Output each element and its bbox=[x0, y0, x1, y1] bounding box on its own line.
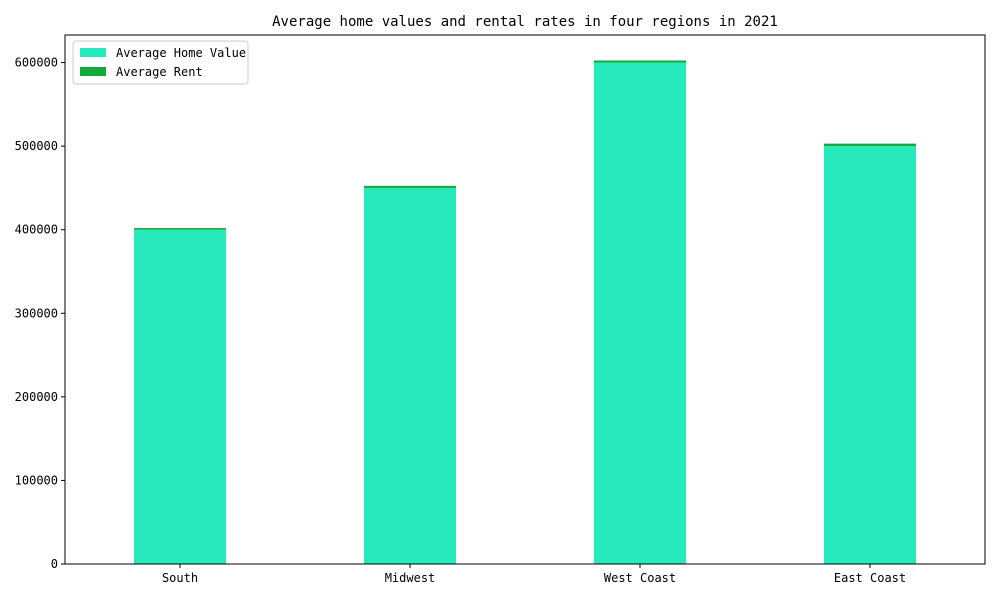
bar-home-value-east-coast bbox=[824, 146, 916, 564]
legend-label-rent: Average Rent bbox=[116, 65, 203, 79]
chart-title: Average home values and rental rates in … bbox=[272, 14, 778, 30]
x-tick-label: Midwest bbox=[385, 571, 436, 585]
y-tick-label: 200000 bbox=[15, 390, 58, 404]
legend-label-home-value: Average Home Value bbox=[116, 46, 246, 60]
legend-swatch-rent bbox=[80, 67, 106, 76]
bar-rent-south bbox=[134, 228, 226, 230]
x-tick-label: East Coast bbox=[834, 571, 906, 585]
y-tick-label: 600000 bbox=[15, 56, 58, 70]
bar-home-value-south bbox=[134, 229, 226, 564]
bar-home-value-west-coast bbox=[594, 62, 686, 565]
legend-swatch-home-value bbox=[80, 48, 106, 57]
y-tick-label: 100000 bbox=[15, 473, 58, 487]
x-tick-label: West Coast bbox=[604, 571, 676, 585]
y-tick-label: 300000 bbox=[15, 306, 58, 320]
y-tick-label: 500000 bbox=[15, 139, 58, 153]
plot-area: South Midwest West Coast East Coast 0 100000 2… bbox=[15, 34, 986, 585]
bar-rent-east-coast bbox=[824, 143, 916, 147]
legend-box bbox=[72, 40, 249, 85]
x-tick-label: South bbox=[162, 571, 198, 585]
bar-rent-west-coast bbox=[594, 60, 686, 63]
bar-rent-midwest bbox=[364, 185, 456, 188]
y-tick-label: 400000 bbox=[15, 223, 58, 237]
y-tick-label: 0 bbox=[51, 557, 58, 571]
bar-home-value-midwest bbox=[364, 187, 456, 564]
legend: Average Home Value Average Rent bbox=[72, 40, 249, 85]
plot-frame bbox=[64, 34, 986, 565]
